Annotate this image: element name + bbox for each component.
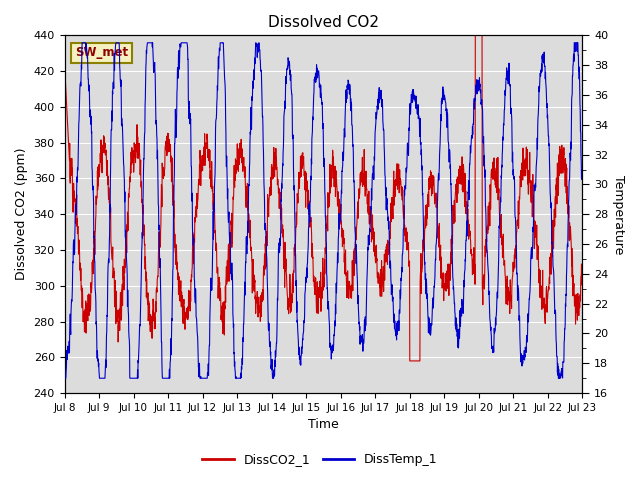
Y-axis label: Temperature: Temperature: [612, 175, 625, 254]
X-axis label: Time: Time: [308, 419, 339, 432]
Title: Dissolved CO2: Dissolved CO2: [268, 15, 379, 30]
Legend: DissCO2_1, DissTemp_1: DissCO2_1, DissTemp_1: [197, 448, 443, 471]
Text: SW_met: SW_met: [75, 46, 128, 59]
Y-axis label: Dissolved CO2 (ppm): Dissolved CO2 (ppm): [15, 148, 28, 280]
